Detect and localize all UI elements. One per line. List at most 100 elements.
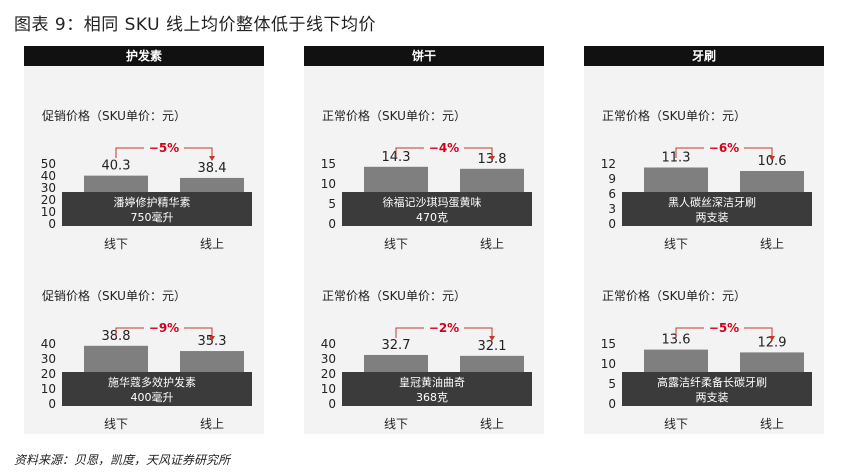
change-arrowhead [489, 336, 495, 341]
change-percent: −6% [709, 141, 739, 155]
change-label-bg [704, 139, 744, 155]
y-tick-label: 20 [321, 367, 336, 381]
bar-value-label: 35.3 [198, 334, 227, 349]
figure-title: 图表 9：相同 SKU 线上均价整体低于线下均价 [14, 15, 376, 35]
y-tick-label: 9 [608, 172, 616, 186]
y-axis-label: 促销价格（SKU单价：元） [42, 108, 186, 123]
product-band [342, 192, 532, 226]
x-category-label: 线下 [104, 237, 128, 251]
product-size: 400毫升 [131, 390, 174, 404]
product-name: 黑人碳丝深洁牙刷 [668, 195, 756, 209]
change-label-bg [424, 139, 464, 155]
y-tick-label: 10 [601, 357, 616, 371]
source-note: 资料来源：贝恩，凯度，天风证券研究所 [14, 453, 231, 467]
product-name: 徐福记沙琪玛蛋黄味 [383, 195, 482, 209]
change-arrowhead [209, 156, 215, 161]
bar-value-label: 10.6 [758, 154, 787, 169]
change-label-bg [144, 139, 184, 155]
x-category-label: 线下 [104, 417, 128, 431]
x-category-label: 线上 [760, 417, 784, 431]
y-axis-label: 正常价格（SKU单价：元） [602, 108, 746, 123]
product-band [342, 372, 532, 406]
change-percent: −4% [429, 141, 459, 155]
change-percent: −5% [709, 321, 739, 335]
y-tick-label: 30 [321, 352, 336, 366]
y-tick-label: 30 [41, 352, 56, 366]
panel-biscuits: 饼干 正常价格（SKU单价：元）05101514.3线下13.8线上徐福记沙琪玛… [304, 46, 544, 434]
product-band [622, 192, 812, 226]
product-band [62, 192, 252, 226]
y-tick-label: 0 [328, 217, 336, 231]
y-tick-label: 0 [328, 397, 336, 411]
y-tick-label: 0 [608, 217, 616, 231]
y-tick-label: 10 [321, 382, 336, 396]
product-size: 两支装 [696, 391, 729, 404]
y-axis-label: 正常价格（SKU单价：元） [602, 288, 746, 303]
x-category-label: 线上 [480, 417, 504, 431]
y-tick-label: 3 [608, 202, 616, 216]
y-tick-label: 5 [608, 377, 616, 391]
product-size: 两支装 [696, 211, 729, 224]
panel-title: 牙刷 [584, 46, 824, 66]
product-name: 皇冠黄油曲奇 [399, 375, 465, 389]
change-arrowhead [769, 336, 775, 341]
change-arrowhead [209, 336, 215, 341]
bar-value-label: 38.4 [198, 161, 227, 176]
x-category-label: 线下 [664, 417, 688, 431]
change-arrowhead [489, 156, 495, 161]
y-tick-label: 40 [41, 169, 56, 183]
bar-value-label: 32.7 [382, 338, 411, 353]
change-label-bg [424, 319, 464, 335]
y-tick-label: 0 [48, 397, 56, 411]
x-category-label: 线上 [480, 237, 504, 251]
product-size: 368克 [416, 391, 448, 404]
y-tick-label: 40 [321, 337, 336, 351]
y-tick-label: 0 [608, 397, 616, 411]
product-name: 高露洁纤柔备长碳牙刷 [657, 375, 767, 389]
chart-conditioner-schwarzkopf: 促销价格（SKU单价：元）01020304038.8线下35.3线上施华蔻多效护… [41, 288, 252, 431]
y-axis-label: 促销价格（SKU单价：元） [42, 288, 186, 303]
product-name: 施华蔻多效护发素 [108, 375, 196, 389]
change-label-bg [144, 319, 184, 335]
y-axis-label: 正常价格（SKU单价：元） [322, 108, 466, 123]
panel-title: 护发素 [24, 46, 264, 66]
y-tick-label: 0 [48, 217, 56, 231]
y-tick-label: 30 [41, 181, 56, 195]
y-tick-label: 20 [41, 367, 56, 381]
product-band [622, 372, 812, 406]
product-band [62, 372, 252, 406]
panel-conditioner: 护发素 促销价格（SKU单价：元） 0 10 20 30 40 50 40.3 线下 38.4 线上… [24, 46, 264, 434]
x-category-label: 线下 [384, 417, 408, 431]
y-tick-label: 15 [321, 157, 336, 171]
x-category-label: 线上 [200, 417, 224, 431]
product-size: 470克 [416, 211, 448, 224]
chart-biscuits-xufuji: 正常价格（SKU单价：元）05101514.3线下13.8线上徐福记沙琪玛蛋黄味… [321, 108, 532, 251]
bar-value-label: 12.9 [758, 335, 787, 350]
y-tick-label: 20 [41, 193, 56, 207]
change-percent: −5% [149, 141, 179, 155]
x-category-label: 线上 [760, 237, 784, 251]
change-percent: −9% [149, 321, 179, 335]
y-tick-label: 10 [41, 382, 56, 396]
y-tick-label: 50 [41, 157, 56, 171]
product-name: 潘婷修护精华素 [114, 195, 191, 209]
bar-value-label: 13.6 [662, 333, 691, 348]
panel-toothbrush: 牙刷 正常价格（SKU单价：元） 0 3 6 9 12 11.3 线下 10.6 线上 黑人碳丝深洁… [584, 46, 824, 434]
x-category-label: 线下 [384, 237, 408, 251]
bar-value-label: 32.1 [478, 339, 507, 354]
chart-toothbrush-colgate: 正常价格（SKU单价：元） 0 5 10 15 13.6 线下 12.9 线上 高露洁纤柔备长碳牙… [601, 288, 812, 431]
change-percent: −2% [429, 321, 459, 335]
y-tick-label: 5 [328, 197, 336, 211]
panel-title: 饼干 [304, 46, 544, 66]
change-arrowhead [769, 156, 775, 161]
y-tick-label: 12 [601, 157, 616, 171]
y-tick-label: 15 [601, 337, 616, 351]
y-axis-label: 正常价格（SKU单价：元） [322, 288, 466, 303]
y-tick-label: 40 [41, 337, 56, 351]
y-tick-label: 10 [321, 177, 336, 191]
change-label-bg [704, 319, 744, 335]
x-category-label: 线下 [664, 237, 688, 251]
